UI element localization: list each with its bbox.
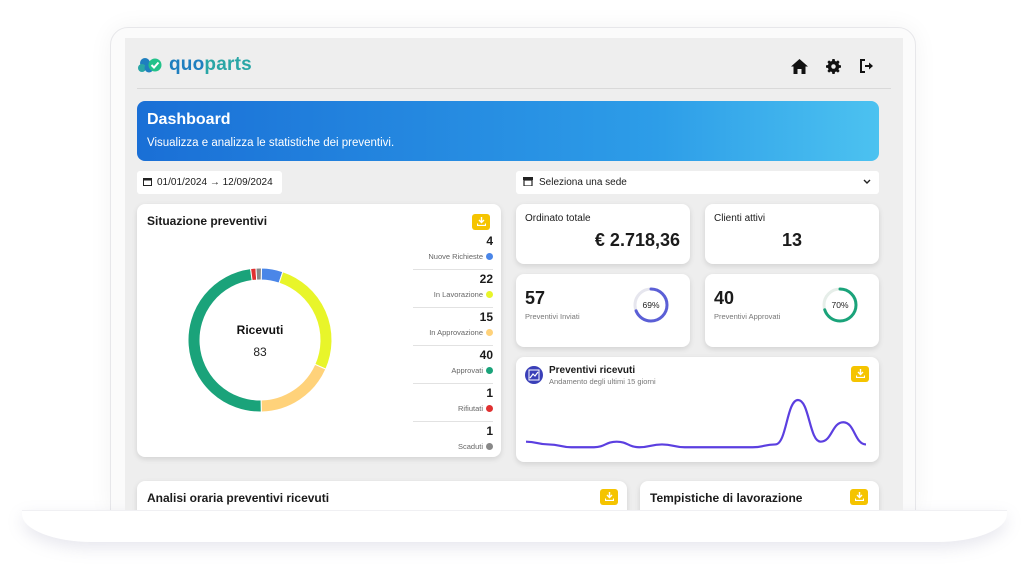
logo[interactable]: quoparts [137, 54, 252, 76]
legend-label: Scaduti [457, 442, 483, 451]
inviati-value: 57 [525, 288, 546, 308]
ordinato-totale-card: Ordinato totale € 2.718,36 [516, 204, 690, 264]
app-screen: quoparts Dashboard Visualizza e analizza… [125, 38, 903, 510]
legend-color-dot [486, 329, 493, 336]
page-title: Dashboard [147, 111, 231, 128]
top-bar: quoparts [125, 38, 903, 88]
situazione-legend: 4 Nuove Richieste 22 In Lavorazione 15 In App… [413, 232, 493, 460]
logout-icon[interactable] [857, 57, 877, 75]
legend-color-dot [486, 443, 493, 450]
tempistiche-card: Tempistiche di lavorazione [640, 481, 879, 510]
legend-item: 4 Nuove Richieste [413, 232, 493, 270]
dashboard-banner: Dashboard Visualizza e analizza le stati… [137, 101, 879, 161]
home-icon[interactable] [789, 57, 809, 75]
date-range-text: 01/01/2024 → 12/09/2024 [157, 177, 273, 188]
ricevuti-title: Preventivi ricevuti [549, 365, 636, 376]
top-divider [137, 88, 891, 89]
legend-label: In Lavorazione [433, 290, 483, 299]
legend-label-wrap: In Approvazione [413, 328, 493, 337]
legend-label: Rifiutati [457, 404, 483, 413]
legend-value: 22 [479, 272, 493, 286]
clienti-label: Clienti attivi [714, 213, 766, 224]
legend-item: 1 Rifiutati [413, 384, 493, 422]
analisi-oraria-card: Analisi oraria preventivi ricevuti [137, 481, 627, 510]
legend-value: 4 [486, 234, 493, 248]
clienti-attivi-card: Clienti attivi 13 [705, 204, 879, 264]
download-button[interactable] [600, 489, 618, 505]
legend-value: 1 [486, 424, 493, 438]
inviati-label: Preventivi Inviati [525, 312, 580, 321]
legend-item: 1 Scaduti [413, 422, 493, 460]
download-icon [855, 365, 865, 383]
legend-value: 1 [486, 386, 493, 400]
legend-label-wrap: Nuove Richieste [413, 252, 493, 261]
sede-select[interactable]: Seleziona una sede [516, 171, 879, 194]
donut-slice [187, 268, 262, 413]
situazione-donut-chart: Ricevuti 83 [187, 267, 333, 413]
download-icon [476, 213, 486, 231]
legend-label-wrap: Approvati [413, 366, 493, 375]
trend-chart-icon [525, 366, 543, 384]
logo-text: quoparts [169, 54, 252, 76]
legend-label: Nuove Richieste [428, 252, 483, 261]
download-button[interactable] [472, 214, 490, 230]
situazione-card: Situazione preventivi Ricevuti 83 4 Nuove… [137, 204, 501, 457]
download-button[interactable] [850, 489, 868, 505]
download-icon [604, 488, 614, 506]
legend-color-dot [486, 405, 493, 412]
gear-icon[interactable] [823, 57, 843, 75]
ricevuti-series-line [525, 398, 867, 449]
calendar-icon [143, 177, 152, 189]
donut-center-label: Ricevuti [237, 323, 284, 337]
legend-label-wrap: Rifiutati [413, 404, 493, 413]
page-subtitle: Visualizza e analizza le statistiche dei… [147, 137, 395, 149]
legend-item: 15 In Approvazione [413, 308, 493, 346]
legend-label: Approvati [451, 366, 483, 375]
legend-label: In Approvazione [429, 328, 483, 337]
legend-value: 40 [479, 348, 493, 362]
legend-item: 40 Approvati [413, 346, 493, 384]
approvati-progress-ring: 70% [822, 287, 858, 323]
preventivi-approvati-card: 40 Preventivi Approvati 70% [705, 274, 879, 347]
clienti-value: 13 [781, 230, 803, 250]
inviati-percent: 69% [642, 300, 659, 310]
donut-center-value: 83 [253, 345, 267, 359]
approvati-percent: 70% [831, 300, 848, 310]
store-icon [523, 176, 533, 189]
ricevuti-line-chart [525, 398, 867, 449]
ricevuti-subtitle: Andamento degli ultimi 15 giorni [549, 377, 656, 386]
laptop-base [22, 510, 1007, 542]
situazione-title: Situazione preventivi [147, 214, 268, 228]
legend-color-dot [486, 291, 493, 298]
approvati-value: 40 [714, 288, 735, 308]
top-icons [789, 57, 877, 75]
inviati-progress-ring: 69% [633, 287, 669, 323]
date-range-picker[interactable]: 01/01/2024 → 12/09/2024 [137, 171, 282, 194]
ordinato-value: € 2.718,36 [594, 230, 680, 250]
preventivi-inviati-card: 57 Preventivi Inviati 69% [516, 274, 690, 347]
donut-slice [278, 271, 333, 370]
download-button[interactable] [851, 366, 869, 382]
approvati-label: Preventivi Approvati [714, 312, 781, 321]
logo-mark-icon [137, 54, 167, 76]
legend-color-dot [486, 367, 493, 374]
legend-label-wrap: Scaduti [413, 442, 493, 451]
tempi-title: Tempistiche di lavorazione [650, 491, 803, 505]
analisi-title: Analisi oraria preventivi ricevuti [147, 491, 330, 505]
logo-text-parts: parts [204, 54, 252, 75]
legend-item: 22 In Lavorazione [413, 270, 493, 308]
ordinato-label: Ordinato totale [525, 213, 591, 224]
legend-label-wrap: In Lavorazione [413, 290, 493, 299]
chevron-down-icon [863, 177, 871, 188]
legend-value: 15 [479, 310, 493, 324]
donut-slice [255, 267, 262, 281]
logo-text-quo: quo [169, 54, 205, 75]
legend-color-dot [486, 253, 493, 260]
preventivi-ricevuti-card: Preventivi ricevuti Andamento degli ulti… [516, 357, 879, 462]
sede-select-text: Seleziona una sede [539, 177, 627, 188]
download-icon [854, 488, 864, 506]
donut-slice [260, 363, 327, 413]
